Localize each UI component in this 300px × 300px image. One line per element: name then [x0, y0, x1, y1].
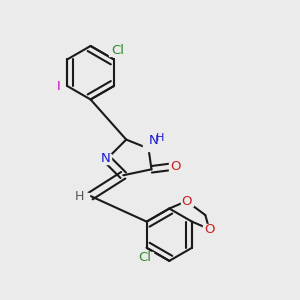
Text: H: H [156, 133, 164, 143]
Text: Cl: Cl [139, 251, 152, 264]
Text: N: N [149, 134, 159, 147]
Bar [100, 154, 111, 164]
Text: O: O [181, 195, 192, 208]
Text: O: O [204, 223, 214, 236]
Bar [55, 81, 64, 91]
Text: I: I [57, 80, 61, 93]
Bar [203, 224, 215, 234]
Bar [181, 196, 193, 206]
Bar [169, 162, 181, 172]
Bar [80, 193, 89, 202]
Text: Cl: Cl [112, 44, 125, 57]
Text: H: H [75, 190, 84, 202]
Bar [109, 44, 127, 56]
Text: N: N [100, 152, 110, 165]
Text: O: O [170, 160, 181, 173]
Bar [143, 139, 159, 151]
Bar [138, 252, 153, 262]
